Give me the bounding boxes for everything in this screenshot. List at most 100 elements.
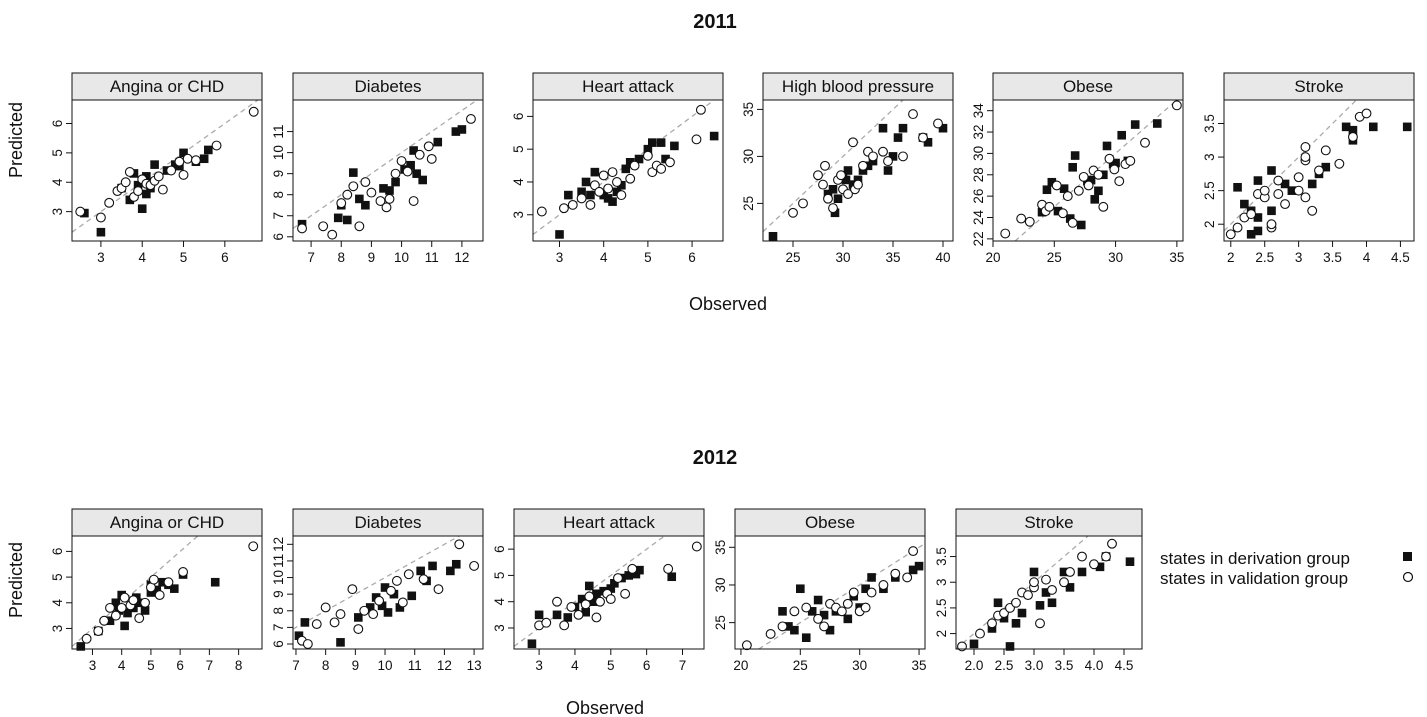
- point-derivation: [1125, 557, 1135, 566]
- point-derivation: [152, 585, 162, 595]
- point-validation: [414, 149, 425, 160]
- point-derivation: [383, 608, 393, 617]
- point-derivation: [451, 127, 461, 136]
- x-tick-label: 3: [535, 658, 543, 673]
- point-validation: [354, 221, 365, 232]
- point-derivation: [592, 589, 601, 599]
- point-validation: [119, 592, 130, 603]
- point-validation: [552, 596, 562, 607]
- point-validation: [836, 606, 847, 617]
- panel-title: Heart attack: [582, 77, 674, 96]
- x-tick-label: 30: [835, 250, 850, 265]
- point-validation: [342, 189, 353, 200]
- point-validation: [801, 602, 812, 613]
- point-derivation: [1117, 130, 1127, 140]
- y-tick-label: 32: [971, 125, 986, 140]
- point-derivation: [1280, 179, 1290, 189]
- point-derivation: [586, 190, 595, 200]
- point-derivation: [142, 172, 151, 181]
- point-validation: [813, 170, 823, 181]
- point-derivation: [893, 133, 903, 142]
- point-derivation: [577, 594, 587, 604]
- point-derivation: [433, 137, 443, 147]
- point-derivation: [1053, 206, 1063, 216]
- y-tick-label: 12: [271, 537, 286, 552]
- x-tick-label: 11: [408, 658, 422, 673]
- point-derivation: [768, 232, 778, 241]
- point-validation: [567, 199, 578, 210]
- point-derivation: [778, 607, 787, 616]
- point-validation: [327, 229, 338, 240]
- point-validation: [465, 113, 476, 124]
- y-tick-label: 6: [492, 545, 507, 553]
- x-tick-label: 5: [644, 250, 652, 265]
- point-validation: [957, 641, 967, 652]
- point-derivation: [843, 614, 853, 624]
- point-validation: [890, 568, 901, 579]
- point-derivation: [898, 123, 908, 133]
- x-tick-label: 4: [1363, 250, 1371, 265]
- point-validation: [902, 572, 913, 583]
- point-validation: [558, 203, 569, 214]
- point-derivation: [170, 584, 179, 593]
- point-validation: [566, 602, 577, 612]
- point-derivation: [987, 624, 997, 633]
- point-derivation: [1042, 185, 1052, 195]
- point-derivation: [1130, 120, 1140, 129]
- point-validation: [75, 206, 86, 217]
- point-derivation: [861, 584, 870, 594]
- y-tick-label: 26: [971, 189, 986, 204]
- plot-frame: [955, 535, 1143, 650]
- point-validation: [397, 597, 408, 608]
- point-validation: [423, 141, 434, 152]
- point-validation: [1225, 229, 1236, 240]
- point-validation: [585, 199, 596, 210]
- point-derivation: [612, 187, 622, 197]
- point-validation: [627, 563, 638, 574]
- point-validation: [157, 184, 168, 195]
- plot-frame: [1223, 99, 1415, 242]
- point-derivation: [150, 160, 159, 169]
- point-validation: [777, 621, 788, 632]
- y-tick-label: 28: [971, 167, 986, 182]
- point-derivation: [667, 572, 677, 582]
- point-derivation: [938, 123, 948, 133]
- point-derivation: [908, 565, 918, 575]
- point-derivation: [1090, 195, 1100, 204]
- point-validation: [1114, 176, 1125, 187]
- x-axis-label-2012: Observed: [566, 698, 644, 717]
- point-validation: [1109, 164, 1120, 175]
- point-validation: [359, 605, 370, 616]
- point-derivation: [828, 185, 838, 194]
- panel-6: Angina or CHD 3 4 5 6 7 8 3 4 5 6: [50, 508, 263, 673]
- point-derivation: [1368, 122, 1378, 132]
- point-derivation: [863, 161, 873, 171]
- point-validation: [1065, 567, 1075, 577]
- y-tick-label: 4: [511, 178, 526, 186]
- point-derivation: [1017, 608, 1027, 618]
- point-validation: [148, 574, 159, 585]
- point-validation: [975, 628, 985, 639]
- point-derivation: [1321, 162, 1331, 172]
- x-tick-label: 4: [118, 658, 126, 673]
- point-validation: [1089, 559, 1099, 570]
- identity-reference-line: [1224, 100, 1357, 232]
- y-tick-label: 11: [271, 125, 286, 139]
- point-derivation: [395, 603, 405, 612]
- point-validation: [1098, 201, 1109, 212]
- point-derivation: [204, 145, 213, 155]
- point-derivation: [123, 608, 132, 618]
- identity-reference-line: [72, 100, 259, 233]
- point-validation: [828, 203, 838, 214]
- x-tick-label: 12: [454, 250, 469, 265]
- point-validation: [381, 202, 392, 213]
- x-tick-label: 30: [852, 658, 867, 673]
- y-tick-label: 6: [50, 120, 65, 128]
- point-validation: [620, 588, 631, 599]
- point-validation: [848, 587, 859, 598]
- y-tick-label: 2: [934, 630, 949, 638]
- point-validation: [1232, 222, 1243, 233]
- point-validation: [1266, 219, 1277, 230]
- point-derivation: [349, 168, 358, 177]
- point-validation: [629, 160, 640, 171]
